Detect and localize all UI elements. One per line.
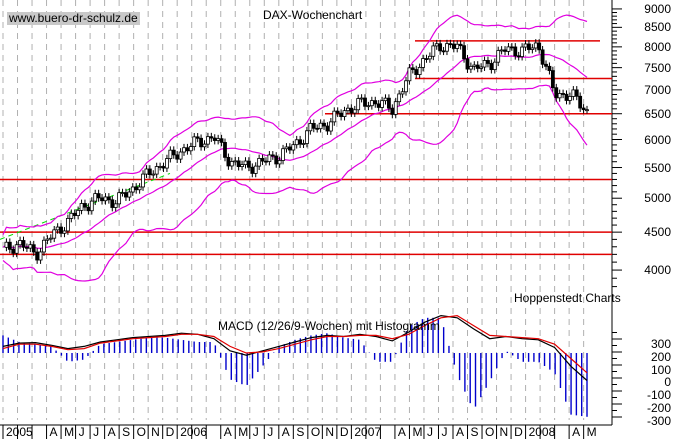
time-tick-label: S	[122, 425, 131, 439]
macd-title: MACD (12/26/9-Wochen) mit Histogramm	[218, 319, 440, 333]
time-tick-label: N	[151, 425, 160, 439]
time-tick-label: O	[310, 425, 321, 439]
time-tick-label: A	[107, 425, 116, 439]
time-tick-label: D	[514, 425, 523, 439]
time-tick-label: 2005	[6, 425, 33, 439]
macd-tick-label: -300	[646, 413, 671, 428]
time-tick-label: N	[325, 425, 335, 439]
price-tick-label: 8500	[644, 20, 671, 35]
time-tick-label: 2008	[528, 425, 556, 439]
price-tick-label: 7500	[644, 60, 671, 75]
time-tick-label: A	[572, 425, 581, 439]
price-tick-label: 4000	[644, 263, 671, 278]
price-tick-label: 5500	[644, 160, 671, 175]
macd-tick-label: -200	[646, 401, 671, 415]
price-tick-label: 6500	[644, 106, 671, 121]
time-tick-label: M	[412, 425, 423, 439]
time-tick-label: A	[456, 425, 465, 439]
macd-tick-label: 100	[650, 362, 671, 377]
time-tick-label: M	[64, 425, 75, 439]
time-tick-label: A	[281, 425, 290, 439]
source-label: Hoppenstedt Charts	[514, 291, 621, 305]
time-tick-label: A	[397, 425, 406, 439]
time-tick-label: J	[93, 425, 100, 439]
time-tick-label: A	[49, 425, 58, 439]
time-tick-label: O	[485, 425, 495, 439]
time-tick-label: 2007	[354, 425, 382, 439]
time-tick-label: J	[78, 425, 85, 439]
time-tick-label: J	[267, 425, 274, 439]
time-tick-label: D	[339, 425, 349, 439]
time-tick-label: M	[586, 425, 597, 439]
time-tick-label: N	[499, 425, 509, 439]
price-tick-label: 9000	[644, 1, 671, 16]
price-tick-label: 6000	[644, 132, 671, 147]
time-tick-label: S	[470, 425, 479, 439]
time-tick-label: 2006	[180, 425, 207, 439]
macd-tick-label: -100	[646, 388, 671, 403]
macd-tick-label: 300	[650, 337, 671, 351]
site-label: www.buero-dr-schulz.de	[7, 11, 140, 25]
time-tick-label: J	[426, 425, 433, 439]
price-tick-label: 8000	[644, 39, 671, 54]
price-tick-label: 7000	[644, 82, 671, 97]
time-tick-label: M	[238, 425, 249, 439]
macd-tick-label: 0	[664, 375, 671, 390]
chart-title: DAX-Wochenchart	[263, 8, 363, 22]
price-tick-label: 4500	[644, 225, 671, 240]
time-tick-label: J	[252, 425, 259, 439]
time-tick-label: D	[165, 425, 175, 439]
macd-tick-label: 200	[650, 349, 671, 364]
price-tick-label: 5000	[644, 191, 671, 206]
time-tick-label: J	[441, 425, 448, 439]
time-tick-label: A	[223, 425, 232, 439]
time-tick-label: S	[296, 425, 305, 439]
time-tick-label: O	[136, 425, 146, 439]
